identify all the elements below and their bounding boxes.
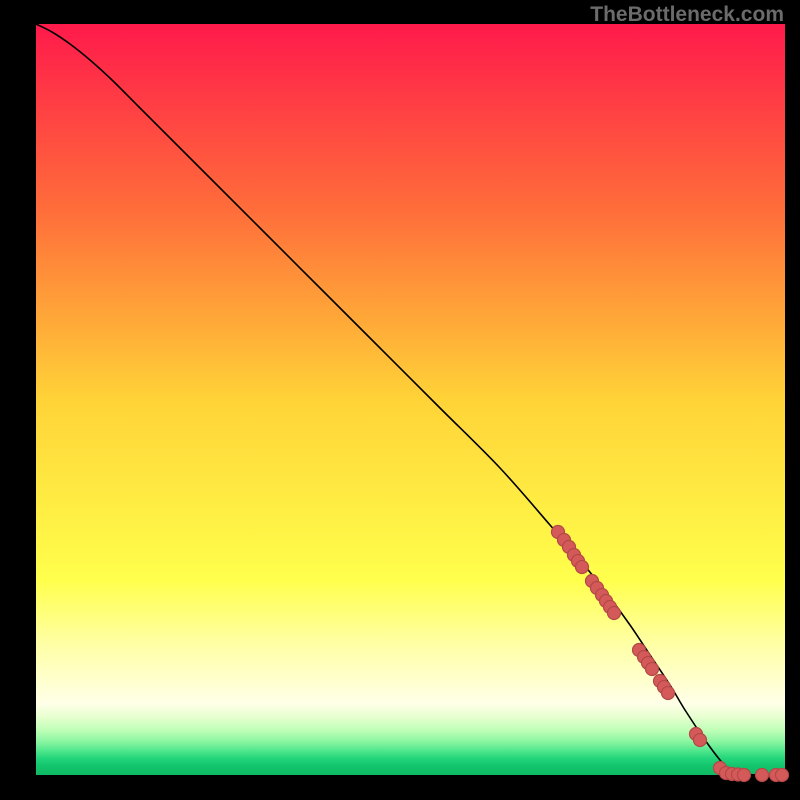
watermark-text: TheBottleneck.com (590, 3, 784, 27)
gradient-fill (36, 24, 785, 775)
data-marker (694, 734, 707, 747)
data-marker (776, 769, 789, 782)
chart-svg (0, 0, 800, 800)
data-marker (576, 561, 589, 574)
data-marker (608, 607, 621, 620)
chart-frame: TheBottleneck.com (0, 0, 800, 800)
data-marker (756, 769, 769, 782)
data-marker (738, 769, 751, 782)
data-marker (662, 687, 675, 700)
data-marker (646, 663, 659, 676)
